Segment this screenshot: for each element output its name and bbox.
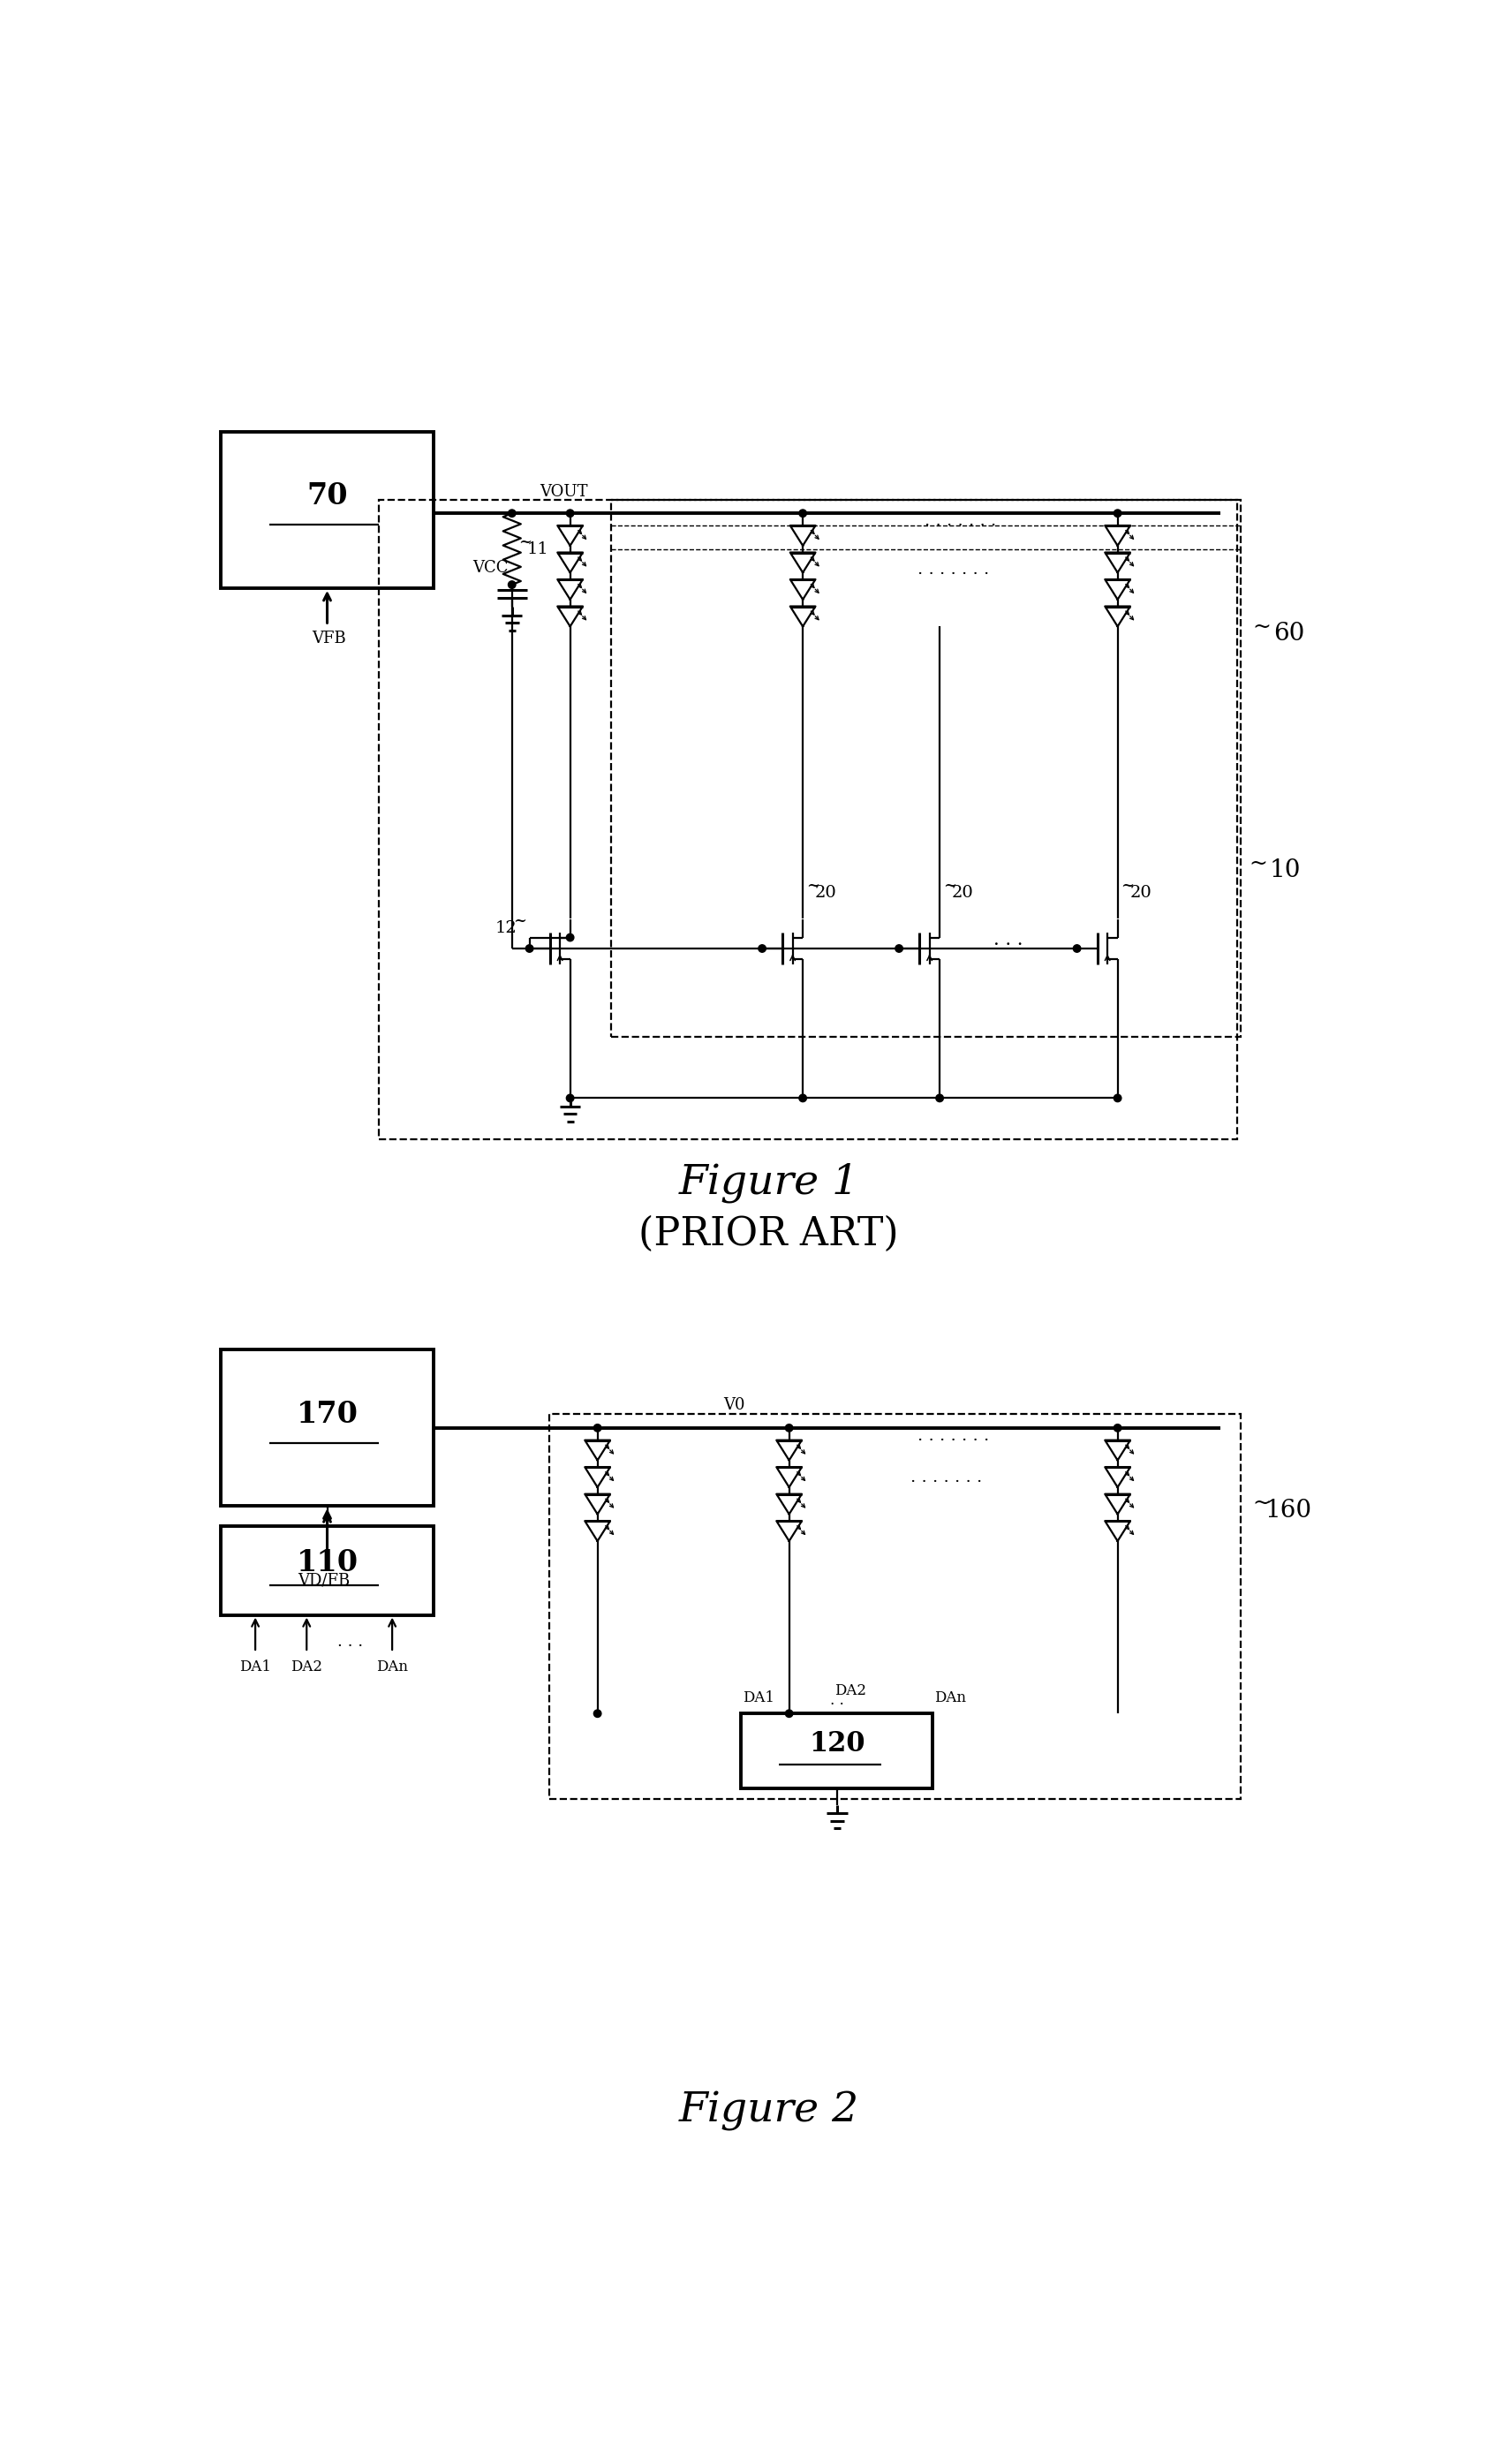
Circle shape — [758, 944, 765, 951]
Bar — [378, 500, 1238, 1138]
Bar — [221, 431, 434, 589]
Circle shape — [1114, 1094, 1121, 1101]
Text: V0: V0 — [724, 1397, 745, 1412]
Text: 12: 12 — [495, 919, 517, 936]
Text: 170: 170 — [296, 1400, 359, 1429]
Text: VCC: VCC — [472, 559, 508, 577]
Text: ~: ~ — [943, 877, 957, 894]
Bar — [550, 1414, 1241, 1799]
Text: ~: ~ — [513, 914, 526, 929]
Circle shape — [526, 944, 534, 951]
Text: DA1: DA1 — [743, 1690, 774, 1705]
Bar — [611, 500, 1241, 1037]
Circle shape — [594, 1710, 601, 1717]
Text: DA2: DA2 — [290, 1658, 323, 1673]
Circle shape — [798, 510, 807, 517]
Text: 160: 160 — [1265, 1498, 1313, 1523]
Text: . . . . . . .: . . . . . . . — [918, 1429, 990, 1444]
Circle shape — [1114, 1424, 1121, 1432]
Text: 120: 120 — [809, 1730, 866, 1757]
Text: . . .: . . . — [993, 931, 1023, 949]
Text: . . . . . . .: . . . . . . . — [924, 513, 996, 530]
Text: DA1: DA1 — [239, 1658, 271, 1673]
Circle shape — [594, 1424, 601, 1432]
Circle shape — [896, 944, 903, 951]
Bar — [221, 1350, 434, 1506]
Text: 20: 20 — [1130, 885, 1151, 902]
Circle shape — [508, 582, 516, 589]
Text: 20: 20 — [815, 885, 837, 902]
Text: . . . . . . .: . . . . . . . — [910, 1469, 982, 1486]
Text: 11: 11 — [528, 542, 549, 557]
Text: 60: 60 — [1274, 621, 1304, 646]
Text: Figure 2: Figure 2 — [679, 2092, 858, 2131]
Text: 110: 110 — [296, 1547, 359, 1577]
Bar — [742, 1712, 933, 1789]
Circle shape — [508, 510, 516, 517]
Text: VD/FB: VD/FB — [298, 1572, 350, 1589]
Text: ~: ~ — [1253, 616, 1271, 638]
Text: ~: ~ — [1121, 877, 1135, 894]
Text: DAn: DAn — [934, 1690, 966, 1705]
Text: DAn: DAn — [377, 1658, 408, 1673]
Text: 70: 70 — [306, 483, 348, 510]
Text: ~: ~ — [806, 877, 819, 894]
Circle shape — [1073, 944, 1081, 951]
Circle shape — [567, 510, 574, 517]
Text: DA2: DA2 — [834, 1683, 867, 1698]
Circle shape — [785, 1710, 792, 1717]
Text: . . .: . . . — [336, 1634, 363, 1651]
Text: 20: 20 — [952, 885, 973, 902]
Text: (PRIOR ART): (PRIOR ART) — [638, 1215, 898, 1254]
Text: ~: ~ — [1253, 1493, 1271, 1513]
Text: ~: ~ — [519, 535, 532, 549]
Text: 10: 10 — [1269, 857, 1301, 882]
Circle shape — [798, 1094, 807, 1101]
Circle shape — [785, 1424, 792, 1432]
Circle shape — [936, 1094, 943, 1101]
Text: VFB: VFB — [311, 631, 345, 646]
Circle shape — [567, 1094, 574, 1101]
Text: . .: . . — [830, 1693, 845, 1708]
Text: ~: ~ — [1248, 853, 1268, 875]
Circle shape — [1114, 510, 1121, 517]
Circle shape — [567, 934, 574, 941]
Text: . . . . . . .: . . . . . . . — [918, 562, 990, 577]
Text: Figure 1: Figure 1 — [679, 1163, 858, 1202]
Bar — [221, 1528, 434, 1614]
Text: VOUT: VOUT — [540, 483, 588, 500]
